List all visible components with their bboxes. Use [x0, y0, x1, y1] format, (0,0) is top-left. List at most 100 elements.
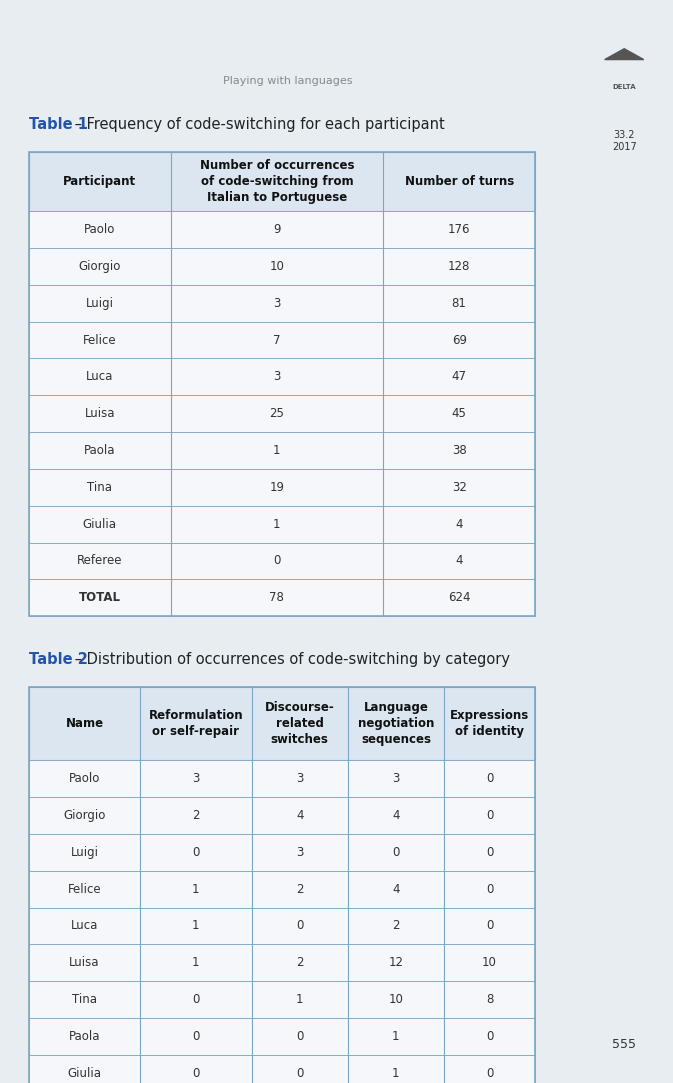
- Text: – Frequency of code-switching for each participant: – Frequency of code-switching for each p…: [70, 117, 445, 132]
- Text: TOTAL: TOTAL: [79, 591, 120, 604]
- Text: Number of occurrences
of code-switching from
Italian to Portuguese: Number of occurrences of code-switching …: [200, 159, 354, 204]
- Text: 4: 4: [296, 809, 304, 822]
- Text: Reformulation
or self-repair: Reformulation or self-repair: [149, 709, 243, 738]
- Text: 1: 1: [392, 1067, 400, 1080]
- Bar: [29, 834, 535, 871]
- Text: 1: 1: [192, 919, 200, 932]
- Text: 555: 555: [612, 1038, 636, 1051]
- Text: 10: 10: [482, 956, 497, 969]
- Bar: [29, 152, 535, 616]
- Text: 4: 4: [392, 883, 400, 896]
- Text: 1: 1: [192, 883, 200, 896]
- Text: DELTA: DELTA: [612, 83, 636, 90]
- Text: 0: 0: [486, 1067, 493, 1080]
- Bar: [29, 211, 535, 248]
- Bar: [29, 579, 535, 616]
- Bar: [29, 1055, 535, 1083]
- Text: Expressions
of identity: Expressions of identity: [450, 709, 529, 738]
- Bar: [29, 1018, 535, 1055]
- Text: Luca: Luca: [71, 919, 98, 932]
- Text: 33.2
2017: 33.2 2017: [612, 130, 637, 152]
- Bar: [29, 469, 535, 506]
- Text: Referee: Referee: [77, 554, 122, 567]
- Text: 0: 0: [392, 846, 400, 859]
- Text: Giorgio: Giorgio: [63, 809, 106, 822]
- Text: 38: 38: [452, 444, 466, 457]
- Text: Felice: Felice: [83, 334, 116, 347]
- Bar: [29, 797, 535, 834]
- Text: Luisa: Luisa: [84, 407, 115, 420]
- Text: 624: 624: [448, 591, 470, 604]
- Text: 0: 0: [192, 1067, 200, 1080]
- Bar: [29, 432, 535, 469]
- Text: 10: 10: [388, 993, 403, 1006]
- Text: 0: 0: [273, 554, 281, 567]
- Text: 3: 3: [296, 772, 304, 785]
- Bar: [29, 285, 535, 322]
- Text: 19: 19: [269, 481, 285, 494]
- Text: 69: 69: [452, 334, 466, 347]
- Text: 1: 1: [192, 956, 200, 969]
- Bar: [29, 760, 535, 797]
- Text: Number of turns: Number of turns: [404, 174, 513, 188]
- Text: 9: 9: [273, 223, 281, 236]
- Text: Luigi: Luigi: [85, 297, 114, 310]
- Text: 1: 1: [273, 518, 281, 531]
- Bar: [29, 908, 535, 944]
- Bar: [29, 944, 535, 981]
- Text: 2: 2: [192, 809, 200, 822]
- Text: 78: 78: [269, 591, 284, 604]
- Text: Luigi: Luigi: [71, 846, 98, 859]
- Text: 0: 0: [486, 919, 493, 932]
- Text: Table 1: Table 1: [29, 117, 87, 132]
- Text: 7: 7: [273, 334, 281, 347]
- Text: 176: 176: [448, 223, 470, 236]
- Text: 0: 0: [192, 846, 200, 859]
- Text: 0: 0: [486, 809, 493, 822]
- Text: 12: 12: [388, 956, 403, 969]
- Text: Paolo: Paolo: [69, 772, 100, 785]
- Bar: [29, 248, 535, 285]
- Bar: [29, 152, 535, 211]
- Text: 1: 1: [273, 444, 281, 457]
- Text: 2: 2: [296, 883, 304, 896]
- Text: 0: 0: [486, 883, 493, 896]
- Text: Paolo: Paolo: [84, 223, 115, 236]
- Text: Participant: Participant: [63, 174, 136, 188]
- Text: 4: 4: [456, 518, 463, 531]
- Text: 47: 47: [452, 370, 466, 383]
- Bar: [29, 871, 535, 908]
- Bar: [29, 543, 535, 579]
- Text: 3: 3: [192, 772, 200, 785]
- Text: 1: 1: [296, 993, 304, 1006]
- Text: Giorgio: Giorgio: [79, 260, 121, 273]
- Text: 128: 128: [448, 260, 470, 273]
- Text: 0: 0: [486, 846, 493, 859]
- Text: 0: 0: [296, 1067, 304, 1080]
- Bar: [29, 687, 535, 760]
- Text: 3: 3: [273, 297, 281, 310]
- Text: 8: 8: [486, 993, 493, 1006]
- Text: 0: 0: [192, 1030, 200, 1043]
- Text: – Distribution of occurrences of code-switching by category: – Distribution of occurrences of code-sw…: [70, 652, 510, 667]
- Text: Luisa: Luisa: [69, 956, 100, 969]
- Text: 0: 0: [486, 1030, 493, 1043]
- Bar: [29, 322, 535, 358]
- Text: Language
negotiation
sequences: Language negotiation sequences: [357, 701, 434, 746]
- Polygon shape: [604, 49, 643, 60]
- Text: Felice: Felice: [68, 883, 101, 896]
- Bar: [29, 358, 535, 395]
- Text: Giulia: Giulia: [83, 518, 116, 531]
- Text: 45: 45: [452, 407, 466, 420]
- Bar: [29, 506, 535, 543]
- Text: 0: 0: [296, 1030, 304, 1043]
- Text: Name: Name: [65, 717, 104, 730]
- Text: Luca: Luca: [86, 370, 113, 383]
- Text: Giulia: Giulia: [67, 1067, 102, 1080]
- Text: 2: 2: [296, 956, 304, 969]
- Text: 1: 1: [392, 1030, 400, 1043]
- Text: Paola: Paola: [84, 444, 115, 457]
- Text: 81: 81: [452, 297, 466, 310]
- Text: 0: 0: [486, 772, 493, 785]
- Text: 3: 3: [273, 370, 281, 383]
